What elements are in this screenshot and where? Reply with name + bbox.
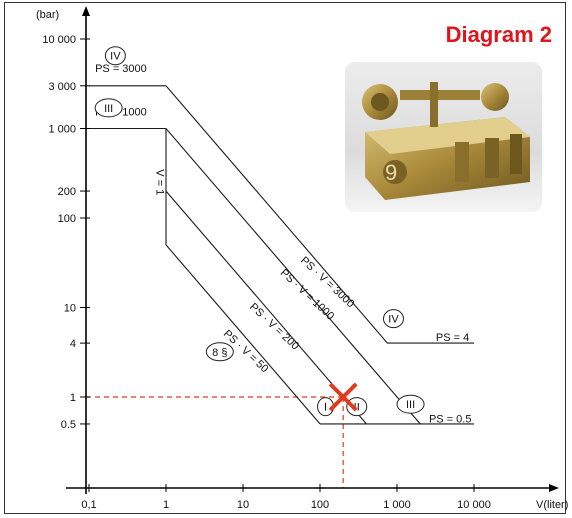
- zone-text: II: [354, 402, 360, 414]
- x-tick-label: 10 000: [457, 499, 491, 511]
- line-label: PS · V = 200: [247, 301, 301, 353]
- x-axis-arrow: [549, 484, 559, 492]
- zone-circle: [346, 397, 368, 417]
- x-tick-label: 10: [237, 499, 249, 511]
- y-axis-arrow: [82, 6, 90, 16]
- y-tick-label: 4: [70, 338, 76, 350]
- zone-label: III: [94, 98, 123, 118]
- chart-title: Diagram 2: [445, 22, 552, 47]
- zone-label: III: [396, 394, 425, 414]
- y-tick-label: 3 000: [48, 81, 76, 93]
- y-tick-label: 1: [70, 392, 76, 404]
- equipment-photo: 9: [345, 62, 542, 212]
- y-tick-label: 200: [58, 186, 76, 198]
- y-tick-label: 1 000: [48, 124, 76, 136]
- zone-circle: [94, 98, 123, 118]
- zone-label: IV: [104, 46, 126, 66]
- zone-text: III: [406, 399, 415, 411]
- x-axis-label: V(liter): [536, 499, 568, 511]
- zone-circle: [382, 309, 404, 329]
- line-label: PS = 3000: [95, 63, 147, 75]
- y-tick-label: 100: [58, 213, 76, 225]
- line-label: V = 1: [153, 169, 165, 195]
- x-tick-label: 100: [311, 499, 329, 511]
- y-tick-label: 10: [64, 303, 76, 315]
- zone-text: IV: [388, 314, 399, 326]
- x-tick-label: 1 000: [383, 499, 411, 511]
- svg-text:9: 9: [385, 160, 397, 185]
- series-line-i_diag: [165, 244, 321, 425]
- y-tick-label: 10 000: [42, 34, 76, 46]
- zone-label: II: [346, 397, 368, 417]
- x-tick-label: 1: [163, 499, 169, 511]
- zone-circle: [205, 342, 234, 362]
- y-axis-label: (bar): [36, 9, 59, 21]
- zone-circle: [396, 394, 425, 414]
- line-label: PS = 4: [436, 332, 469, 344]
- zone-text: IV: [110, 51, 121, 63]
- zone-text: III: [104, 103, 113, 115]
- zone-label: IV: [382, 309, 404, 329]
- line-label: PS = 0.5: [429, 413, 472, 425]
- zone-circle: [104, 46, 126, 66]
- series-line-iv: [89, 85, 474, 344]
- axes: 10 000 3 000 1 000 200 100 10 4 1 0.5 0,1 1 10 100 1 …: [36, 6, 568, 511]
- marker-stroke-b: [328, 382, 358, 412]
- frame-border: [4, 2, 566, 514]
- y-tick-label: 0.5: [61, 419, 76, 431]
- point-marker: [328, 382, 358, 412]
- zone-label: 8 §: [205, 342, 234, 362]
- guide-lines: [86, 396, 344, 488]
- zone-text: 8 §: [212, 347, 227, 359]
- zone-text: I: [324, 402, 327, 414]
- x-tick-label: 0,1: [81, 499, 96, 511]
